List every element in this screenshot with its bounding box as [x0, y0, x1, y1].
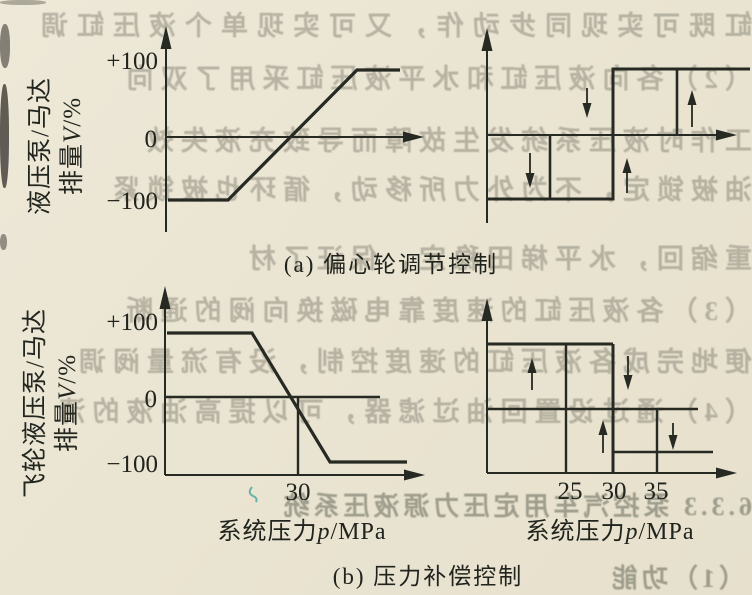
xtick-30-bleft: 30 — [285, 479, 311, 506]
xtick-25-bright: 25 — [557, 478, 583, 505]
ytick-minus100-b: −100 — [106, 451, 158, 478]
ytick-zero-b: 0 — [144, 386, 158, 413]
pen-mark — [248, 486, 258, 503]
graph-b-right-steps — [487, 342, 713, 473]
arrowheads — [159, 26, 737, 481]
y-axis-label-a-line1: 液压泵/马达 — [27, 77, 54, 215]
graph-a-right-arrows — [529, 88, 693, 193]
graph-a-right-axes — [486, 44, 719, 223]
y-axis-label-a: 液压泵/马达 排量V/% — [25, 61, 89, 231]
xtick-30-bright: 30 — [601, 478, 627, 505]
caption-b: (b) 压力补偿控制 — [332, 564, 524, 589]
graph-b-left-curve — [167, 331, 407, 464]
graph-a-left-axes — [165, 42, 406, 232]
y-axis-label-b-line1: 飞轮液压泵/马达 — [22, 308, 49, 498]
ytick-plus100-b: +100 — [106, 309, 158, 336]
graph-a-right-steps — [487, 67, 750, 201]
xtick-35-bright: 35 — [643, 478, 669, 505]
y-axis-label-b-line2: 排量V/% — [54, 353, 81, 453]
ytick-minus100-a: −100 — [106, 188, 158, 215]
scan-artifact — [0, 24, 10, 68]
graph-b-right-arrows — [531, 356, 674, 453]
caption-a: (a) 偏心轮调节控制 — [283, 252, 499, 277]
y-axis-label-a-line2: 排量V/% — [59, 96, 86, 196]
x-axis-label-bright: 系统压力p/MPa — [525, 519, 695, 545]
graph-b-left-axes — [164, 302, 407, 476]
graph-a-left-curve — [168, 68, 400, 202]
y-axis-label-b: 飞轮液压泵/马达 排量V/% — [20, 298, 84, 508]
scan-artifact — [0, 0, 46, 5]
x-axis-label-bleft: 系统压力p/MPa — [217, 519, 387, 545]
graph-b-right-axes — [486, 314, 719, 474]
ytick-zero-a: 0 — [144, 126, 158, 153]
scan-artifact — [0, 84, 9, 188]
ytick-plus100-a: +100 — [106, 48, 158, 75]
scan-artifact — [0, 234, 7, 250]
